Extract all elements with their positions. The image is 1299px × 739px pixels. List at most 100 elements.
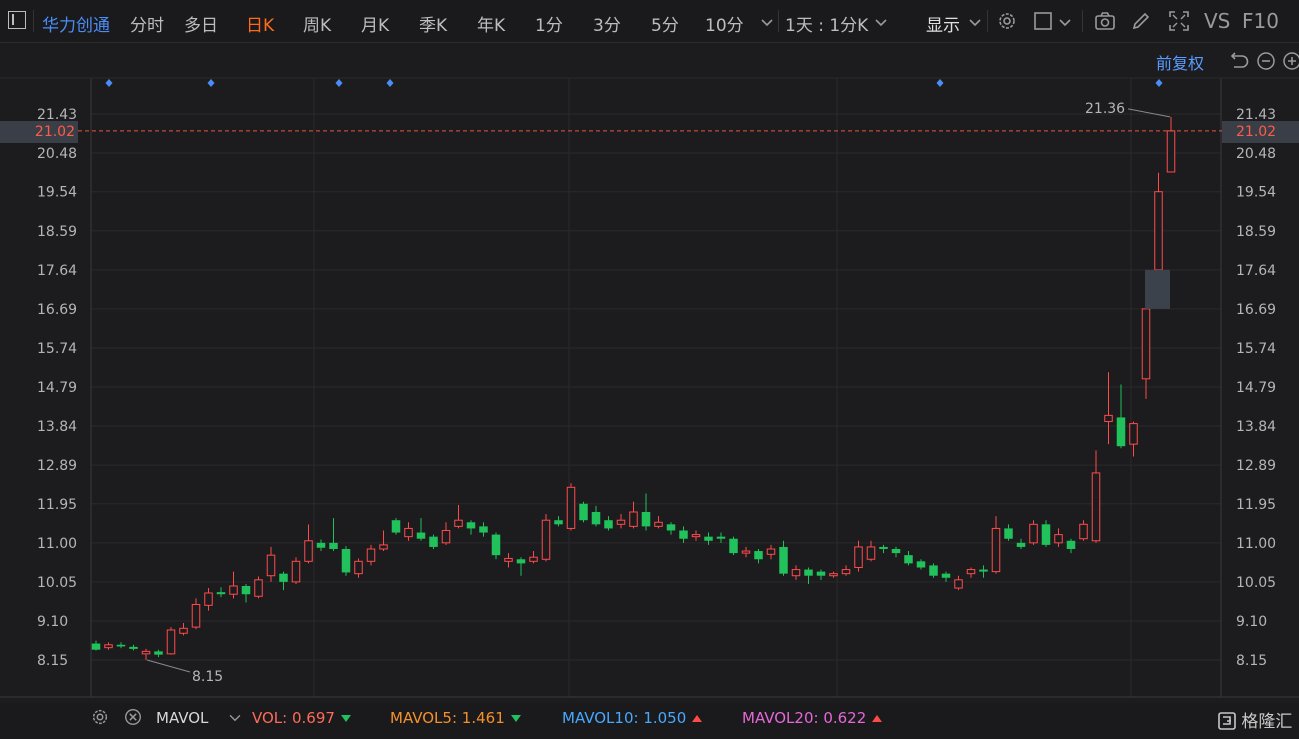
- chevron-down-icon[interactable]: [226, 707, 244, 731]
- gear-icon[interactable]: [90, 707, 110, 731]
- sidebar-toggle-icon[interactable]: [8, 11, 26, 29]
- chevron-down-icon[interactable]: [870, 11, 892, 33]
- candle-body-up: [504, 557, 513, 562]
- layout-square-icon[interactable]: [1033, 10, 1055, 32]
- y-tick-label-right: 13.84: [1236, 419, 1276, 435]
- event-marker-icon: [386, 79, 394, 87]
- candle-body-down: [916, 561, 926, 568]
- candle-body-down: [1004, 528, 1013, 539]
- zoom-out-icon[interactable]: [1257, 52, 1275, 70]
- chevron-down-icon[interactable]: [964, 11, 986, 33]
- undo-icon[interactable]: [1230, 52, 1249, 68]
- y-tick-label-left: 17.64: [37, 263, 77, 279]
- candle-body-down: [316, 542, 326, 548]
- y-tick-label-left: 8.15: [37, 653, 68, 669]
- candle-body-down: [429, 536, 438, 547]
- tab-yearly-k[interactable]: 年K: [477, 16, 506, 36]
- candle-body-up: [991, 527, 1001, 573]
- chevron-down-icon[interactable]: [1055, 11, 1077, 33]
- candle-body-down: [491, 534, 501, 556]
- y-tick-label-right: 19.54: [1236, 185, 1276, 201]
- candle-body-up: [229, 585, 238, 595]
- up-arrow-icon: [692, 715, 703, 722]
- candlestick-chart[interactable]: 21.43 21.43 20.48 20.48 19.54 19.54 18.59 18.59…: [0, 42, 1299, 703]
- event-marker-icon: [335, 79, 343, 87]
- tab-weekly-k[interactable]: 周K: [303, 16, 332, 36]
- candle-body-down: [904, 555, 913, 564]
- candle-body-up: [566, 486, 576, 529]
- candle-body-down: [391, 520, 401, 533]
- y-tick-label-right: 16.69: [1236, 302, 1276, 318]
- tab-3min[interactable]: 3分: [593, 16, 621, 36]
- tab-intraday[interactable]: 分时: [130, 16, 164, 36]
- event-marker-icon: [1155, 79, 1163, 87]
- mavol10-label: MAVOL10:: [562, 709, 639, 727]
- current-price-tag-left: 21.02: [0, 121, 78, 143]
- display-menu[interactable]: 显示: [926, 16, 960, 36]
- zoom-in-icon[interactable]: [1283, 52, 1299, 70]
- adjust-mode-button[interactable]: 前复权: [1156, 54, 1205, 73]
- candle-body-down: [729, 538, 738, 554]
- vol-number: 0.697: [292, 709, 335, 727]
- high-annotation-label: 21.36: [1085, 101, 1125, 117]
- candle-body-up: [1141, 308, 1151, 380]
- candle-body-up: [791, 569, 801, 577]
- candle-body-up: [266, 554, 276, 577]
- period-select[interactable]: 1天 : 1分K: [785, 16, 869, 36]
- candle-body-up: [691, 534, 701, 538]
- chevron-down-icon[interactable]: [756, 11, 778, 33]
- current-price-tag-right: 21.02: [1222, 121, 1299, 143]
- tab-monthly-k[interactable]: 月K: [361, 16, 390, 36]
- y-tick-label-right: 14.79: [1236, 380, 1276, 396]
- candle-body-down: [679, 530, 688, 539]
- indicator-name[interactable]: MAVOL: [156, 709, 209, 727]
- candle-body-up: [404, 527, 413, 538]
- tab-10min[interactable]: 10分: [705, 16, 744, 36]
- highlight-box: [1145, 269, 1170, 309]
- candle-body-up: [1166, 130, 1176, 173]
- candle-body-down: [929, 565, 938, 576]
- tab-5min[interactable]: 5分: [651, 16, 679, 36]
- candle-body-down: [779, 546, 788, 574]
- candle-body-down: [154, 651, 163, 655]
- low-annotation-label: 8.15: [192, 669, 223, 685]
- tab-quarterly-k[interactable]: 季K: [419, 16, 448, 36]
- divider: [1082, 10, 1083, 32]
- candle-body-up: [529, 556, 538, 562]
- candle-body-up: [654, 521, 663, 527]
- candle-body-up: [1079, 523, 1088, 540]
- low-annotation-line: [146, 659, 191, 673]
- event-marker-icon: [105, 79, 113, 87]
- pencil-icon[interactable]: [1130, 10, 1152, 32]
- candle-body-down: [341, 548, 351, 573]
- candle-body-down: [716, 536, 726, 539]
- candle-body-down: [129, 646, 138, 649]
- y-tick-label-right: 9.10: [1236, 614, 1267, 630]
- fullscreen-icon[interactable]: [1168, 10, 1190, 32]
- tab-daily-k[interactable]: 日K: [246, 16, 275, 36]
- y-tick-label-right: 15.74: [1236, 341, 1276, 357]
- candle-body-down: [604, 520, 613, 529]
- f10-button[interactable]: F10: [1242, 9, 1279, 33]
- candle-body-down: [941, 573, 951, 578]
- y-tick-label-left: 11.95: [37, 497, 77, 513]
- candle-body-down: [1066, 540, 1076, 549]
- candle-body-down: [579, 503, 588, 521]
- tab-1min[interactable]: 1分: [535, 16, 563, 36]
- mavol10-value: MAVOL10: 1.050: [562, 709, 703, 727]
- watermark-logo-icon: [1218, 712, 1236, 730]
- close-icon[interactable]: [123, 707, 143, 731]
- tab-multiday[interactable]: 多日: [184, 16, 218, 36]
- vs-compare-button[interactable]: VS: [1204, 9, 1231, 33]
- stock-name[interactable]: 华力创通: [42, 16, 110, 36]
- y-tick-label-left: 12.89: [37, 458, 77, 474]
- gear-icon[interactable]: [996, 10, 1018, 32]
- candle-body-down: [416, 532, 426, 539]
- camera-icon[interactable]: [1094, 10, 1116, 32]
- candle-body-up: [1104, 414, 1113, 423]
- down-arrow-icon: [510, 715, 521, 722]
- high-annotation-line: [1127, 108, 1171, 118]
- y-tick-label-left: 21.43: [37, 107, 77, 123]
- y-tick-label-left: 14.79: [37, 380, 77, 396]
- candle-body-up: [291, 560, 301, 583]
